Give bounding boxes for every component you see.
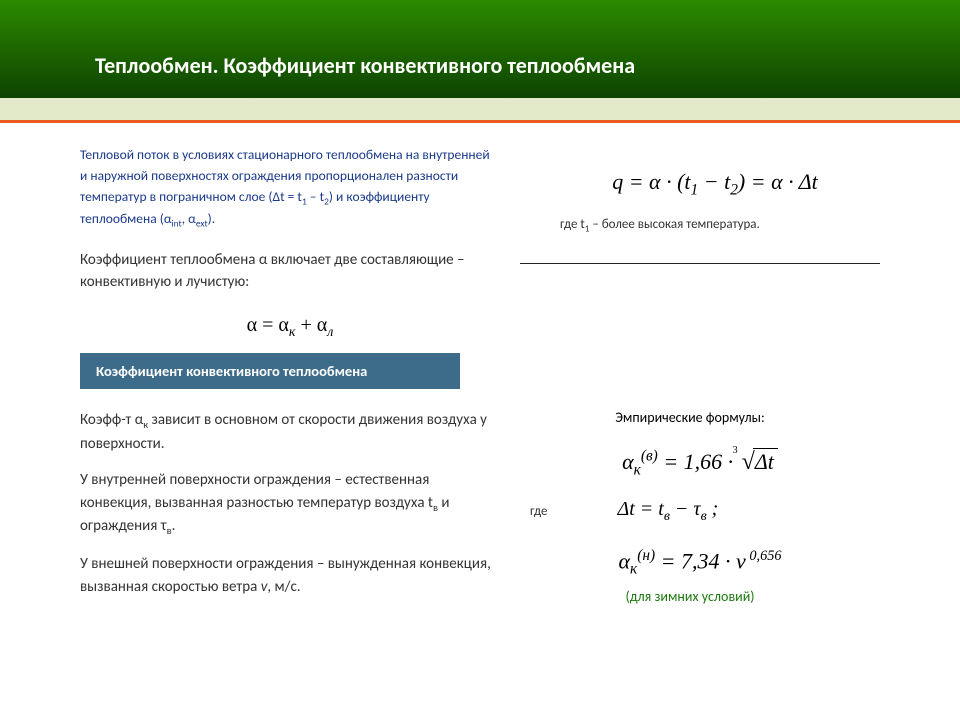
section-heading: Коэффициент конвективного теплообмена	[80, 353, 460, 389]
divider-line	[520, 263, 880, 264]
empirical-formula-2: αк(н) = 7,34 · v 0,656	[520, 547, 880, 579]
empirical-title: Эмпирические формулы:	[520, 409, 860, 426]
orange-underline	[0, 120, 960, 123]
alpha-equation: α = αк + αл	[80, 314, 500, 341]
accent-strip	[0, 98, 960, 120]
equation-q: q = α · (t1 − t2) = α · Δt	[520, 169, 910, 199]
where-label: где	[520, 504, 547, 519]
paragraph-1: Коэфф-т αк зависит в основном от скорост…	[80, 409, 500, 455]
delta-t-def: Δt = tв − τв ;	[617, 498, 718, 525]
paragraph-2: У внутренней поверхности ограждения – ес…	[80, 469, 500, 539]
paragraph-3: У внешней поверхности ограждения – вынуж…	[80, 553, 500, 598]
header-band: Теплообмен. Коэффициент конвективного те…	[0, 0, 960, 98]
slide-title: Теплообмен. Коэффициент конвективного те…	[95, 52, 635, 79]
alpha-components-text: Коэффициент теплообмена α включает две с…	[80, 249, 500, 294]
content-area: Тепловой поток в условиях стационарного …	[0, 135, 960, 605]
empirical-formula-1: αк(в) = 1,66 · 3√Δt	[520, 448, 880, 480]
note-t1: где t1 – более высокая температура.	[520, 217, 910, 235]
winter-note: (для зимних условий)	[520, 588, 860, 605]
intro-text: Тепловой поток в условиях стационарного …	[80, 145, 500, 232]
